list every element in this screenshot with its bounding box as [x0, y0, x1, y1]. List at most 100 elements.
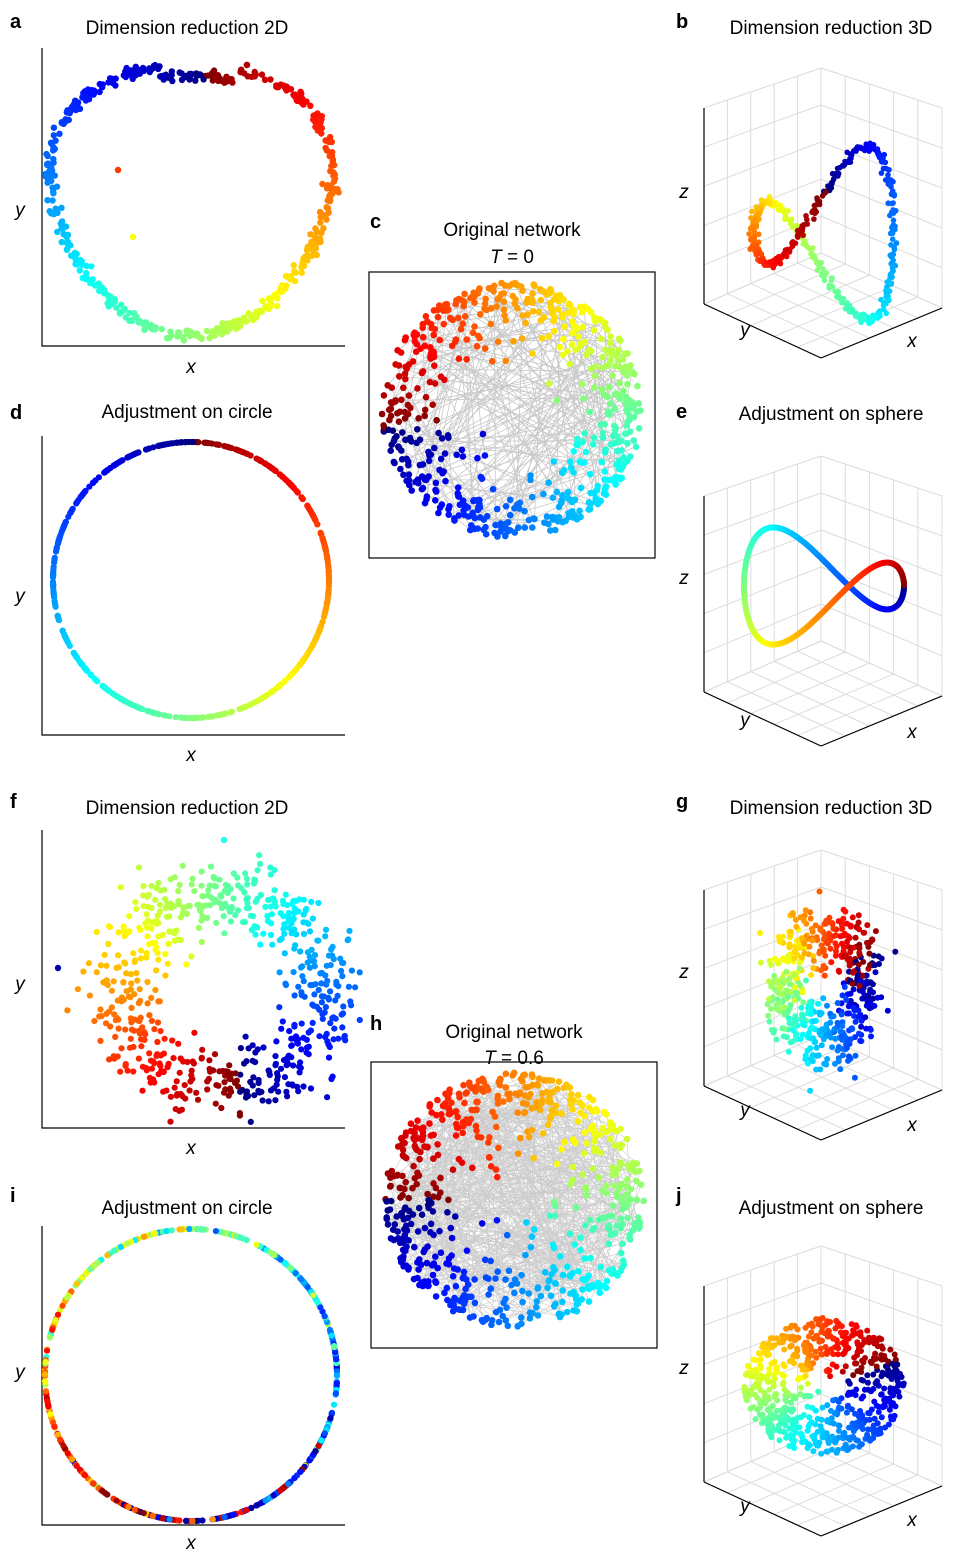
network-edge-h — [549, 1110, 598, 1119]
node-c — [601, 420, 608, 428]
point-f — [120, 923, 127, 930]
point-b — [747, 246, 753, 252]
panel-label-d: d — [10, 402, 22, 424]
point-g — [864, 939, 870, 946]
point-a — [149, 64, 157, 72]
point-a — [117, 309, 125, 316]
point-f — [146, 1074, 153, 1081]
point-f — [206, 882, 213, 889]
3d-grid-j-line — [820, 1245, 943, 1287]
network-edge-h — [490, 1218, 621, 1262]
point-g — [787, 932, 794, 939]
ylabel-a: y — [13, 200, 26, 221]
point-a — [58, 204, 65, 211]
point-f — [179, 862, 186, 869]
network-edge-c — [393, 433, 585, 442]
point-f — [177, 1090, 184, 1098]
point-f — [324, 1094, 331, 1101]
point-f — [113, 964, 120, 972]
point-f — [255, 1076, 262, 1084]
point-b — [818, 259, 824, 266]
network-edge-h — [490, 1166, 501, 1311]
point-g — [828, 959, 835, 966]
point-b — [798, 226, 804, 232]
node-c — [405, 392, 413, 399]
point-d — [110, 462, 117, 469]
point-f — [107, 924, 114, 931]
point-f — [131, 958, 138, 966]
node-c — [481, 300, 489, 308]
point-f — [211, 1051, 219, 1058]
3d-grid-g-line — [750, 1056, 870, 1109]
xlabel-d: x — [185, 745, 197, 766]
point-f — [190, 1060, 197, 1067]
network-edge-c — [556, 294, 561, 493]
point-f — [155, 956, 162, 963]
3d-grid-g-line — [703, 886, 822, 930]
point-f — [115, 1016, 122, 1023]
point-a — [221, 79, 228, 86]
node-h — [533, 1298, 541, 1305]
point-g — [807, 915, 814, 922]
node-c — [429, 401, 437, 409]
point-a — [317, 219, 324, 226]
point-g — [802, 977, 809, 984]
node-c — [407, 404, 414, 412]
network-edge-c — [443, 341, 499, 472]
point-f — [297, 948, 304, 955]
point-g — [818, 1010, 825, 1017]
point-f — [322, 926, 330, 933]
point-f — [276, 937, 283, 944]
point-g — [766, 1018, 773, 1025]
network-edge-h — [489, 1157, 583, 1175]
point-g — [839, 940, 845, 947]
node-c — [422, 313, 430, 320]
point-f — [213, 919, 220, 927]
point-f — [272, 1097, 279, 1104]
node-c — [513, 502, 520, 509]
point-a — [62, 116, 69, 123]
point-g — [800, 999, 807, 1006]
point-a — [45, 168, 53, 175]
node-c — [387, 405, 395, 413]
point-f — [132, 899, 139, 906]
network-edge-h — [477, 1101, 527, 1223]
node-c — [459, 320, 467, 328]
point-f — [315, 986, 322, 994]
point-a — [331, 175, 339, 182]
point-g — [846, 1053, 852, 1060]
point-f — [114, 997, 121, 1004]
point-b — [880, 165, 887, 172]
point-f — [191, 1029, 198, 1036]
point-f — [153, 944, 160, 951]
3d-grid-b-line — [820, 178, 943, 229]
network-edge-h — [433, 1196, 621, 1199]
node-c — [425, 473, 432, 480]
point-f — [297, 964, 305, 971]
node-h — [469, 1164, 476, 1172]
point-a — [63, 231, 70, 239]
node-c — [455, 314, 462, 322]
point-f — [54, 964, 62, 972]
node-c — [529, 350, 536, 357]
3d-grid-b-line — [703, 303, 822, 359]
point-f — [93, 928, 100, 936]
node-c — [617, 337, 624, 345]
point-f — [155, 998, 162, 1005]
node-h — [569, 1163, 577, 1171]
point-a — [307, 231, 314, 238]
axes-d — [41, 436, 345, 736]
point-f — [340, 1003, 347, 1010]
point-f — [339, 973, 346, 980]
point-g — [783, 1034, 790, 1041]
point-f — [244, 881, 251, 888]
point-g — [801, 917, 807, 924]
node-h — [539, 1130, 547, 1137]
point-f — [257, 860, 264, 868]
node-c — [512, 296, 519, 303]
node-c — [421, 412, 429, 420]
point-f — [102, 980, 109, 987]
point-f — [339, 1024, 346, 1031]
3d-grid-g-line — [797, 1078, 918, 1130]
point-f — [233, 1077, 240, 1084]
